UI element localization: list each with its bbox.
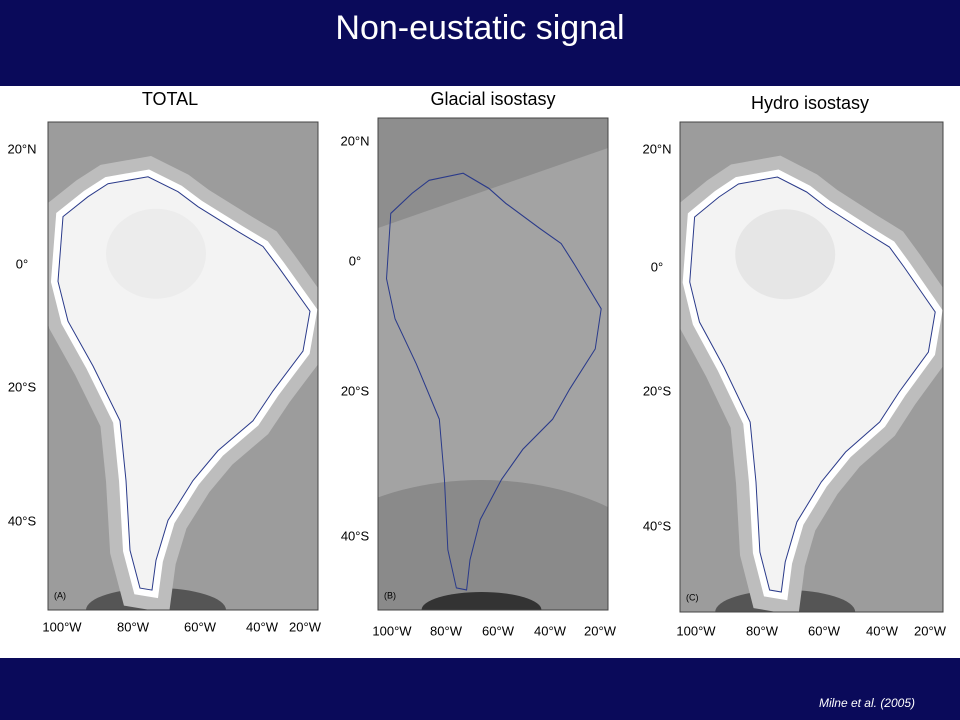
- contour-south: [378, 480, 608, 610]
- panel-label: (B): [384, 590, 396, 600]
- lon-label: 60°W: [482, 623, 515, 638]
- map-frame: [679, 121, 944, 613]
- lon-label: 100°W: [42, 619, 82, 634]
- contour-dark: [421, 592, 542, 610]
- lon-label: 80°W: [746, 623, 779, 638]
- lat-label: 40°S: [643, 518, 672, 533]
- title-bar: [0, 0, 960, 86]
- lat-label: 20°N: [340, 133, 369, 148]
- footer-bar: [0, 658, 960, 720]
- map: [680, 122, 943, 612]
- interior-contour: [106, 208, 206, 299]
- map-frame: [47, 121, 319, 611]
- lon-label: 100°W: [372, 623, 412, 638]
- lon-label: 60°W: [184, 619, 217, 634]
- interior-contour: [735, 209, 836, 300]
- lat-label: 0°: [16, 256, 28, 271]
- lon-label: 80°W: [117, 619, 150, 634]
- lon-label: 20°W: [289, 619, 322, 634]
- map: [378, 118, 608, 610]
- lon-label: 80°W: [430, 623, 463, 638]
- lat-label: 20°S: [8, 379, 37, 394]
- lat-label: 0°: [349, 253, 361, 268]
- panel-title: Hydro isostasy: [751, 93, 869, 113]
- map-frame: [377, 117, 609, 611]
- panel-title: TOTAL: [142, 89, 198, 109]
- map: [48, 122, 318, 610]
- lat-label: 20°S: [643, 383, 672, 398]
- lon-label: 60°W: [808, 623, 841, 638]
- lat-label: 20°S: [341, 383, 370, 398]
- lat-label: 0°: [651, 259, 663, 274]
- map-panel: Glacial isostasy (B) 20°N 0° 20°S 40°S 100°W 80…: [340, 89, 617, 639]
- lon-label: 40°W: [866, 623, 899, 638]
- lon-label: 20°W: [914, 623, 947, 638]
- lon-label: 20°W: [584, 623, 617, 638]
- lat-label: 20°N: [7, 141, 36, 156]
- lon-label: 40°W: [534, 623, 567, 638]
- map-panel: TOTAL (A) 20°N 0° 20°S 40°S 100°W 80°W 60°W 40°W 2…: [7, 89, 321, 635]
- panels: TOTAL (A) 20°N 0° 20°S 40°S 100°W 80°W 60°W 40°W 2…: [7, 89, 946, 639]
- panel-label: (A): [54, 590, 66, 600]
- contour-north: [378, 118, 608, 228]
- slide-title: Non-eustatic signal: [335, 9, 624, 47]
- lat-label: 40°S: [341, 528, 370, 543]
- panel-label: (C): [686, 592, 699, 602]
- lat-label: 20°N: [642, 141, 671, 156]
- citation: Milne et al. (2005): [819, 696, 915, 710]
- lat-label: 40°S: [8, 513, 37, 528]
- panel-title: Glacial isostasy: [430, 89, 555, 109]
- map-panel: Hydro isostasy (C) 20°N 0° 20°S 40°S 100°W 80°W…: [642, 93, 946, 639]
- lon-label: 100°W: [676, 623, 716, 638]
- lon-label: 40°W: [246, 619, 279, 634]
